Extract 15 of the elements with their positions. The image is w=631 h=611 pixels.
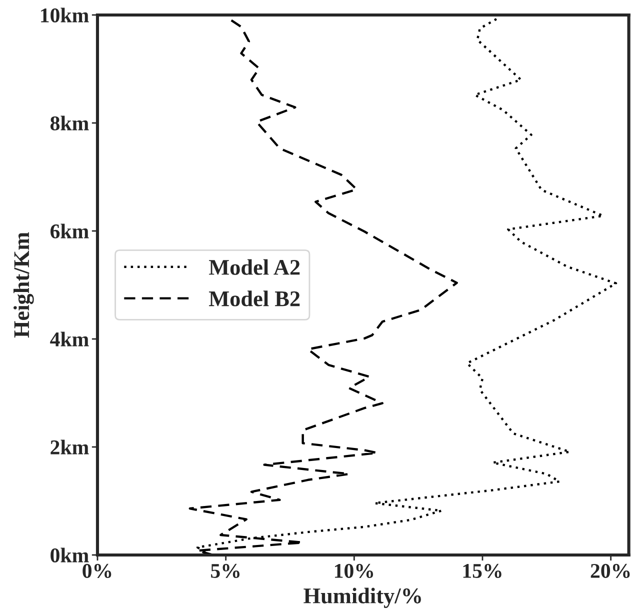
y-tick-label: 6km bbox=[50, 224, 89, 238]
x-tick-label: 5% bbox=[211, 564, 240, 578]
y-axis-title: Height/Km bbox=[14, 232, 34, 338]
y-tick-label: 2km bbox=[50, 440, 89, 454]
x-tick-label: 10% bbox=[334, 564, 374, 578]
x-tick-label: 0% bbox=[82, 564, 112, 578]
x-tick-label: 15% bbox=[463, 564, 502, 578]
y-tick-label: 10km bbox=[41, 8, 89, 22]
legend-label: Model B2 bbox=[208, 290, 300, 306]
y-tick-label: 0km bbox=[50, 548, 89, 562]
legend-label: Model A2 bbox=[208, 259, 300, 275]
y-tick-label: 4km bbox=[50, 332, 89, 346]
y-tick-label: 8km bbox=[50, 116, 89, 130]
x-axis-title: Humidity/% bbox=[304, 588, 421, 608]
x-tick-label: 20% bbox=[590, 564, 630, 578]
